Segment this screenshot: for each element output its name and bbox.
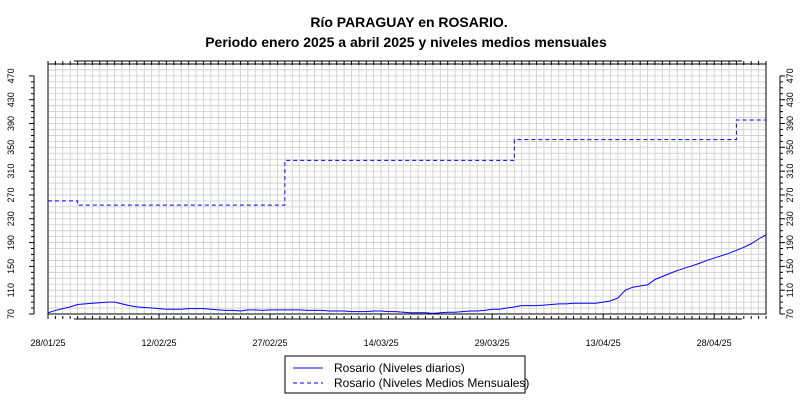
y-tick-label-right: 310 bbox=[785, 164, 795, 179]
y-tick-label-left: 150 bbox=[6, 259, 16, 274]
legend-box bbox=[284, 355, 526, 394]
x-tick-label: 13/04/25 bbox=[586, 338, 621, 348]
series-daily-line bbox=[47, 234, 767, 314]
y-tick-label-left: 70 bbox=[6, 309, 16, 319]
chart-title: Río PARAGUAY en ROSARIO. bbox=[310, 14, 507, 30]
y-tick-label-left: 230 bbox=[6, 211, 16, 226]
x-tick-label: 12/02/25 bbox=[142, 338, 177, 348]
plot-area bbox=[47, 119, 767, 314]
y-tick-label-right: 390 bbox=[785, 116, 795, 131]
series-monthly-mean-line bbox=[48, 119, 766, 206]
y-tick-label-right: 430 bbox=[785, 92, 795, 107]
chart-subtitle: Periodo enero 2025 a abril 2025 y nivele… bbox=[205, 34, 607, 50]
y-tick-label-right: 110 bbox=[785, 283, 795, 297]
axes: 28/01/25 12/02/25 27/02/25 14/03/25 29/03/25… bbox=[6, 60, 795, 348]
y-tick-label-left: 190 bbox=[6, 235, 16, 250]
x-tick-label: 27/02/25 bbox=[253, 338, 288, 348]
y-tick-label-right: 190 bbox=[785, 235, 795, 250]
y-tick-label-left: 270 bbox=[6, 187, 16, 202]
y-tick-label-left: 430 bbox=[6, 92, 16, 107]
x-tick-label: 14/03/25 bbox=[364, 338, 399, 348]
y-tick-label-right: 70 bbox=[785, 309, 795, 319]
y-tick-label-left: 310 bbox=[6, 164, 16, 179]
y-tick-label-left: 470 bbox=[6, 68, 16, 83]
y-tick-label-left: 110 bbox=[6, 283, 16, 297]
y-tick-label-right: 350 bbox=[785, 140, 795, 155]
y-tick-label-right: 230 bbox=[785, 211, 795, 226]
y-tick-label-left: 350 bbox=[6, 140, 16, 155]
grid bbox=[47, 63, 767, 315]
legend-daily-label: Rosario (Niveles diarios) bbox=[334, 361, 465, 375]
x-tick-label: 28/04/25 bbox=[697, 338, 732, 348]
legend: Rosario (Niveles diarios) Rosario (Nivel… bbox=[284, 355, 529, 394]
y-tick-label-right: 270 bbox=[785, 187, 795, 202]
y-tick-label-right: 470 bbox=[785, 68, 795, 83]
plot-frame bbox=[47, 63, 767, 315]
x-tick-label: 28/01/25 bbox=[30, 338, 65, 348]
legend-monthly-label: Rosario (Niveles Medios Mensuales) bbox=[334, 376, 529, 390]
x-tick-label: 29/03/25 bbox=[475, 338, 510, 348]
y-tick-label-left: 390 bbox=[6, 116, 16, 131]
y-tick-label-right: 150 bbox=[785, 259, 795, 274]
